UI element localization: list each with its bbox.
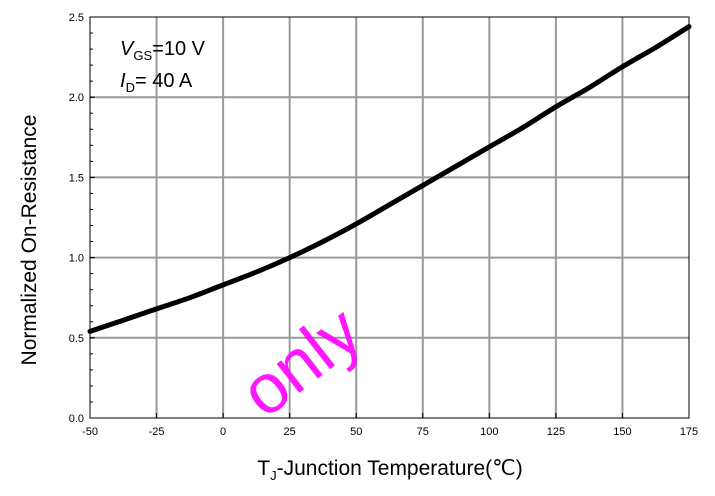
annotation-vgs-subscript: GS	[133, 48, 152, 63]
x-axis-title: TJ-Junction Temperature(℃)	[257, 457, 522, 483]
y-tick-label: 1.0	[69, 253, 84, 265]
x-tick-label: 175	[680, 426, 698, 438]
x-tick-label: 0	[220, 426, 226, 438]
x-tick-label: 100	[480, 426, 498, 438]
series-line-0	[87, 24, 692, 334]
annotation-vgs-value: =10 V	[152, 38, 205, 60]
x-tick-label: 25	[284, 426, 296, 438]
series-layer	[87, 24, 692, 334]
annotation-id-subscript: D	[126, 80, 135, 95]
annotation-id: ID= 40 A	[120, 70, 193, 95]
x-axis-title-rest: -Junction Temperature(℃)	[277, 457, 523, 480]
grid	[90, 17, 689, 418]
annotation-id-value: = 40 A	[135, 70, 193, 92]
axis-ticks: -50 -25 0 25 50 75 100 125 150 175 0.0 0.5 1.0 1.5 2.0…	[69, 12, 698, 438]
x-tick-label: -25	[149, 426, 165, 438]
x-tick-label: 50	[350, 426, 362, 438]
y-tick-label: 2.5	[69, 12, 84, 24]
x-tick-label: 125	[547, 426, 565, 438]
annotation-id-symbol: I	[120, 70, 126, 92]
x-axis-title-subscript: J	[270, 468, 277, 483]
y-tick-label: 1.5	[69, 172, 84, 184]
y-tick-label: 0.5	[69, 333, 84, 345]
annotation-vgs-symbol: V	[120, 38, 135, 60]
watermark: only	[226, 291, 375, 432]
annotation-vgs: VGS=10 V	[120, 38, 206, 63]
x-axis-title-main: T	[257, 457, 270, 480]
x-tick-label: 150	[613, 426, 631, 438]
x-tick-label: 75	[417, 426, 429, 438]
x-tick-label: -50	[82, 426, 98, 438]
y-axis-title: Normalized On-Resistance	[18, 115, 41, 366]
plot-frame	[89, 16, 690, 419]
y-tick-label: 2.0	[69, 92, 84, 104]
y-tick-label: 0.0	[69, 413, 84, 425]
